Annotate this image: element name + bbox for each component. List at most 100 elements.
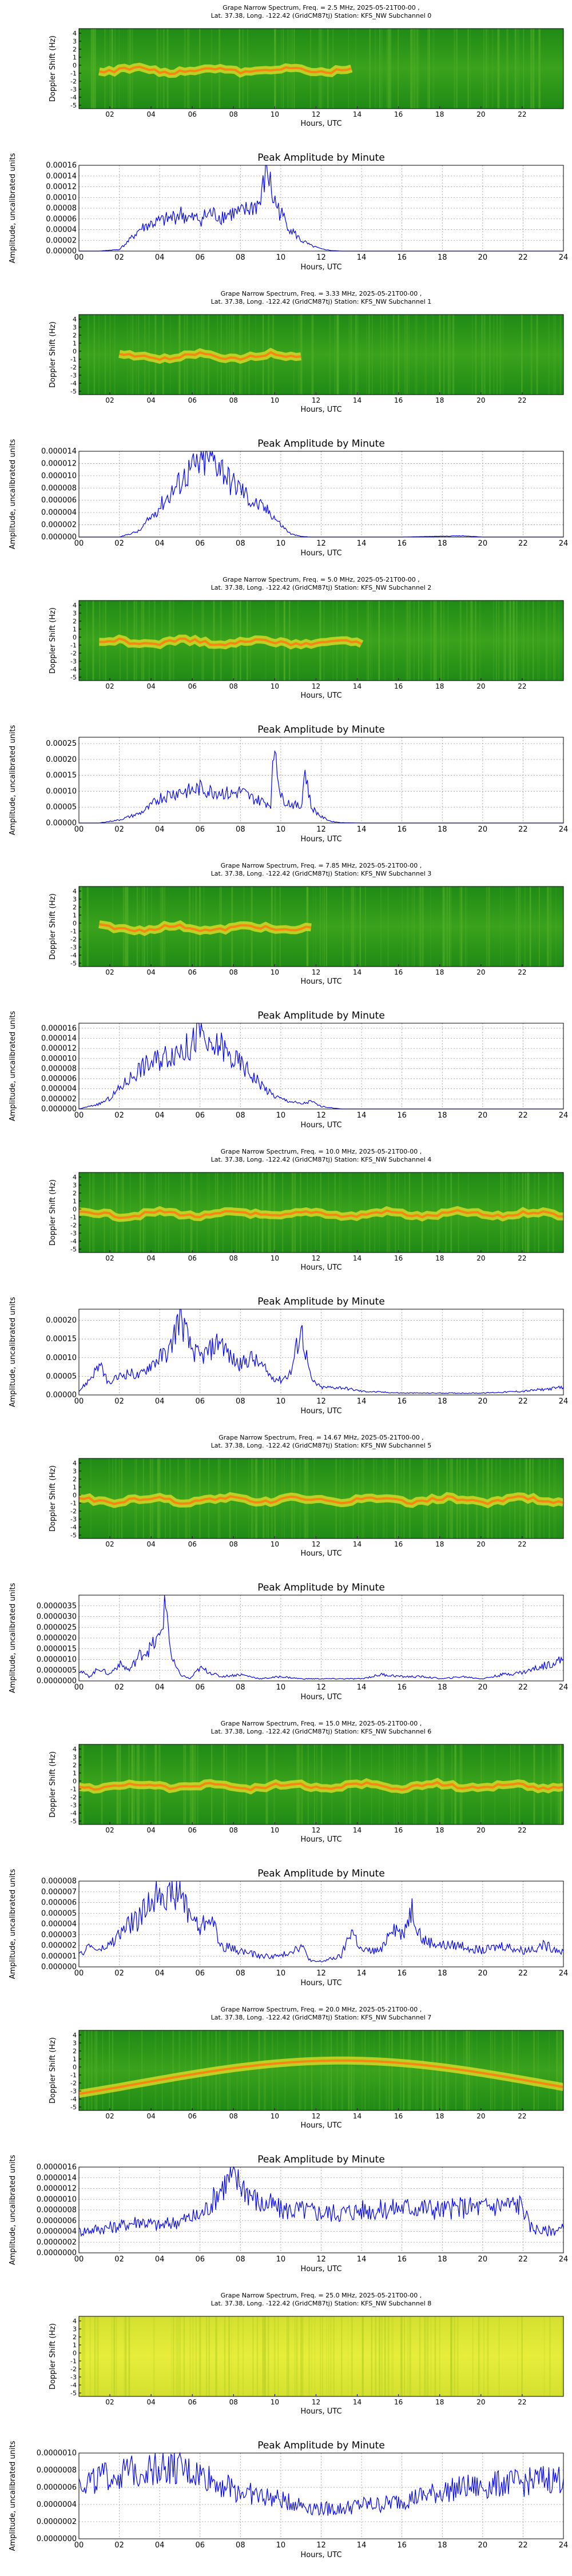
spectrogram-noise-streak	[548, 315, 550, 395]
amplitude-xtick-label: 04	[155, 1111, 165, 1120]
spectrogram-noise-streak	[407, 2030, 410, 2110]
spectrogram-noise-streak	[327, 29, 329, 109]
spectrogram-noise-streak	[400, 2316, 402, 2396]
spectrogram-noise-streak	[478, 2316, 479, 2396]
spectrogram-ytick-label: 1	[73, 626, 77, 633]
spectrogram-noise-streak	[178, 2030, 181, 2110]
spectrogram-xtick-label: 08	[229, 968, 238, 976]
spectrogram-noise-streak	[387, 2316, 390, 2396]
spectrogram-noise-streak	[336, 315, 339, 395]
spectrogram-noise-streak	[378, 601, 380, 681]
amplitude-xtick-label: 04	[155, 2255, 165, 2264]
spectrogram-noise-streak	[162, 2030, 163, 2110]
amplitude-xtick-label: 20	[478, 539, 488, 548]
spectrogram-title-line1: Grape Narrow Spectrum, Freq. = 2.5 MHz, …	[223, 4, 420, 11]
amplitude-title: Peak Amplitude by Minute	[257, 1868, 385, 1879]
spectrogram-noise-streak	[537, 315, 538, 395]
spectrogram-ytick-label: 4	[73, 1746, 77, 1753]
spectrogram-noise-streak	[434, 601, 435, 681]
amplitude-xtick-label: 14	[357, 1111, 367, 1120]
spectrogram-xtick-label: 22	[518, 1540, 526, 1548]
amplitude-title: Peak Amplitude by Minute	[257, 2440, 385, 2451]
spectrogram-ylabel: Doppler Shift (Hz)	[49, 2037, 57, 2104]
spectrogram-noise-streak	[439, 315, 440, 395]
spectrogram-noise-streak	[449, 315, 451, 395]
spectrogram-xtick-label: 08	[229, 2112, 238, 2120]
amplitude-frame	[78, 1881, 564, 1967]
spectrogram-noise-streak	[94, 2316, 96, 2396]
spectrogram-noise-streak	[315, 887, 316, 967]
spectrogram-noise-streak	[443, 315, 445, 395]
spectrogram-noise-streak	[404, 315, 406, 395]
amplitude-xtick-label: 22	[518, 825, 528, 834]
spectrogram-xtick-label: 12	[312, 1826, 320, 1834]
amplitude-ytick-label: 0.000002	[41, 521, 77, 530]
spectrogram-noise-streak	[124, 2316, 126, 2396]
spectrogram-noise-streak	[380, 315, 382, 395]
spectrogram-noise-streak	[267, 2316, 269, 2396]
amplitude-ytick-label: 0.000003	[41, 1931, 77, 1939]
spectrogram-noise-streak	[319, 887, 321, 967]
spectrogram-noise-streak	[386, 2030, 387, 2110]
spectrogram-noise-streak	[336, 2030, 338, 2110]
spectrogram-ytick-label: -3	[70, 2088, 77, 2095]
amplitude-ytick-label: 0.000010	[41, 1055, 77, 1063]
spectrogram-noise-streak	[519, 887, 521, 967]
spectrogram-noise-streak	[301, 2316, 304, 2396]
spectrogram-noise-streak	[276, 2030, 279, 2110]
amplitude-xtick-label: 20	[478, 1683, 488, 1692]
spectrogram-noise-streak	[311, 2030, 313, 2110]
amplitude-xtick-label: 12	[316, 1111, 326, 1120]
spectrogram-noise-streak	[448, 887, 450, 967]
spectrogram-noise-streak	[454, 29, 456, 109]
spectrogram-xtick-label: 02	[105, 968, 114, 976]
spectrogram-noise-streak	[94, 29, 96, 109]
amplitude-xtick-label: 18	[438, 1969, 447, 1978]
amplitude-xtick-label: 00	[74, 2541, 84, 2550]
spectrogram-noise-streak	[387, 887, 389, 967]
spectrogram-xtick-label: 08	[229, 2398, 238, 2406]
spectrogram-noise-streak	[272, 2030, 273, 2110]
spectrogram-noise-streak	[516, 601, 518, 681]
spectrogram-noise-streak	[401, 2316, 403, 2396]
spectrogram-noise-streak	[386, 29, 388, 109]
spectrogram-noise-streak	[413, 29, 414, 109]
spectrogram-noise-streak	[329, 315, 331, 395]
spectrogram-xlabel: Hours, UTC	[300, 691, 341, 700]
spectrogram-ylabel: Doppler Shift (Hz)	[49, 893, 57, 960]
spectrogram-noise-streak	[118, 1458, 120, 1539]
spectrogram-ytick-label: 2	[73, 1190, 77, 1197]
spectrogram-xtick-label: 08	[229, 682, 238, 690]
spectrogram-noise-streak	[421, 1172, 423, 1253]
spectrogram-xtick-label: 20	[476, 396, 485, 404]
spectrogram-noise-streak	[374, 2030, 375, 2110]
spectrogram-xtick-label: 06	[188, 1540, 197, 1548]
amplitude-frame	[78, 451, 564, 538]
amplitude-frame	[78, 2166, 564, 2253]
spectrogram-ytick-label: 2	[73, 2333, 77, 2341]
spectrogram-noise-streak	[312, 315, 314, 395]
spectrogram-ytick-label: 4	[73, 2317, 77, 2325]
spectrogram-ytick-label: -4	[70, 666, 77, 673]
amplitude-ytick-label: 0.0000035	[37, 1602, 77, 1611]
spectrogram-noise-streak	[258, 2030, 260, 2110]
amplitude-ytick-label: 0.00016	[46, 161, 77, 170]
spectrogram-xtick-label: 18	[435, 968, 444, 976]
spectrogram-noise-streak	[479, 2316, 480, 2396]
spectrogram-noise-streak	[430, 887, 431, 967]
spectrogram-xtick-label: 10	[271, 1540, 279, 1548]
spectrogram-noise-streak	[80, 2030, 81, 2110]
spectrogram-noise-streak	[483, 2316, 484, 2396]
amplitude-xlabel: Hours, UTC	[300, 835, 341, 844]
spectrogram-noise-streak	[311, 2316, 312, 2396]
spectrogram-ytick-label: 4	[73, 888, 77, 895]
spectrogram-xtick-label: 06	[188, 2112, 197, 2120]
spectrogram-xtick-label: 18	[435, 110, 444, 118]
spectrogram-noise-streak	[381, 2316, 383, 2396]
spectrogram-noise-streak	[471, 315, 473, 395]
spectrogram-xtick-label: 06	[188, 682, 197, 690]
amplitude-ytick-label: 0.00000	[46, 247, 77, 256]
spectrogram-noise-streak	[450, 2316, 452, 2396]
spectrogram-noise-streak	[115, 1172, 117, 1253]
